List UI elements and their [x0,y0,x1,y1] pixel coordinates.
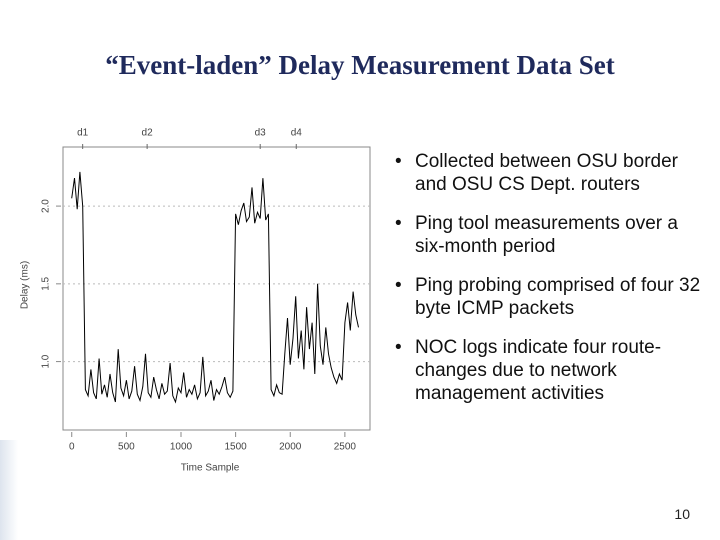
bullet: Ping probing comprised of four 32 byte I… [393,274,705,320]
plot-frame [62,146,371,431]
x-tick-label: 2500 [334,442,357,453]
chart: Time Sample Delay (ms) 0 500 1000 1500 2000 2… [20,128,371,474]
y-axis-label: Delay (ms) [20,261,31,309]
series-line [71,171,359,404]
page-number: 10 [674,506,690,522]
slide-title: “Event-laden” Delay Measurement Data Set [105,50,615,80]
bullet: NOC logs indicate four route-changes due… [393,336,705,405]
x-tick-label: 1000 [170,442,193,453]
y-tick-label: 2.0 [41,199,52,213]
x-tick-label: 2000 [279,442,302,453]
bullet: Collected between OSU border and OSU CS … [393,150,705,196]
x-tick-label: 0 [69,442,75,453]
event-label: d4 [291,128,303,139]
y-tick-label: 1.5 [41,276,52,290]
event-label: d2 [142,128,154,139]
bullet-list: Collected between OSU border and OSU CS … [393,150,705,421]
x-tick-label: 500 [118,442,135,453]
y-tick-label: 1.0 [41,354,52,368]
x-axis-label: Time Sample [181,463,240,474]
bullet: Ping tool measurements over a six-month … [393,212,705,258]
x-tick-label: 1500 [224,442,247,453]
decoration [0,440,18,540]
event-label: d3 [255,128,267,139]
event-label: d1 [77,128,89,139]
